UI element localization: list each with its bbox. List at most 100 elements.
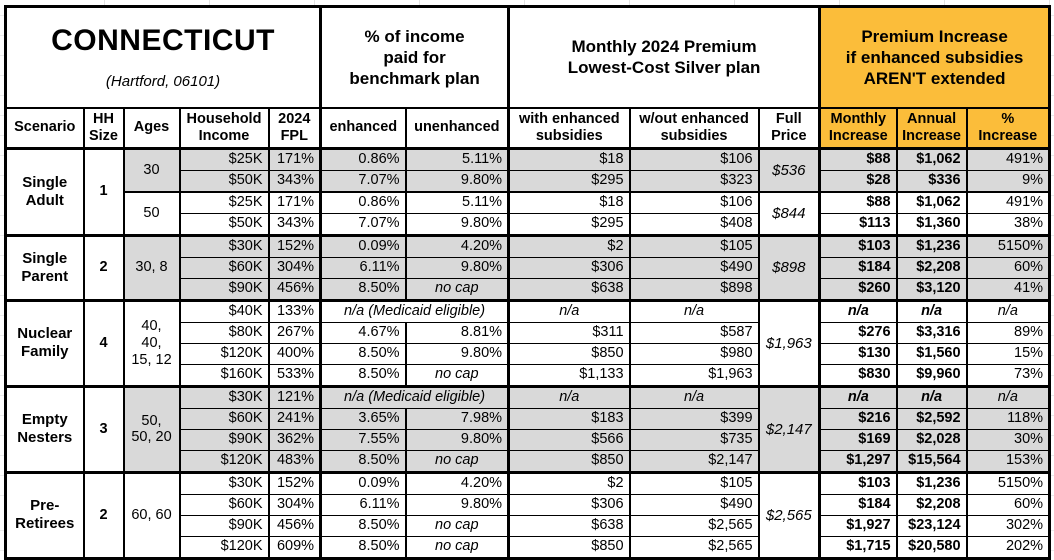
- cell-pct-increase[interactable]: 73%: [965, 363, 1051, 387]
- cell-scenario[interactable]: Single Adult: [4, 146, 85, 236]
- cell-enhanced[interactable]: 8.50%: [319, 514, 407, 537]
- cell-income[interactable]: $60K: [178, 256, 270, 279]
- cell-monthly-increase[interactable]: $88: [818, 146, 898, 171]
- cell-ages[interactable]: 40, 40, 15, 12: [122, 298, 181, 387]
- cell-full-price[interactable]: $898: [757, 233, 821, 301]
- section-header-premium[interactable]: Monthly 2024 Premium Lowest-Cost Silver …: [507, 5, 821, 109]
- cell-without-subsidies[interactable]: $2,147: [628, 449, 760, 473]
- col-header-hh-size[interactable]: HH Size: [82, 107, 125, 150]
- cell-benchmark-merged[interactable]: n/a (Medicaid eligible): [319, 298, 510, 323]
- cell-pct-increase[interactable]: 491%: [965, 146, 1051, 171]
- cell-annual-increase[interactable]: $2,592: [895, 407, 968, 430]
- cell-with-subsidies[interactable]: n/a: [507, 384, 631, 409]
- cell-fpl[interactable]: 152%: [267, 470, 322, 495]
- cell-pct-increase[interactable]: 118%: [965, 407, 1051, 430]
- cell-pct-increase[interactable]: 15%: [965, 342, 1051, 365]
- cell-fpl[interactable]: 304%: [267, 493, 322, 516]
- cell-enhanced[interactable]: 8.50%: [319, 277, 407, 301]
- cell-full-price[interactable]: $1,963: [757, 298, 821, 387]
- cell-with-subsidies[interactable]: $18: [507, 146, 631, 171]
- cell-annual-increase[interactable]: $1,360: [895, 212, 968, 236]
- cell-with-subsidies[interactable]: $18: [507, 190, 631, 214]
- cell-annual-increase[interactable]: $1,236: [895, 470, 968, 495]
- cell-without-subsidies[interactable]: $106: [628, 146, 760, 171]
- cell-with-subsidies[interactable]: $2: [507, 470, 631, 495]
- cell-with-subsidies[interactable]: $306: [507, 256, 631, 279]
- cell-income[interactable]: $90K: [178, 428, 270, 451]
- cell-unenhanced[interactable]: no cap: [404, 363, 510, 387]
- cell-without-subsidies[interactable]: $399: [628, 407, 760, 430]
- cell-pct-increase[interactable]: 89%: [965, 321, 1051, 344]
- cell-without-subsidies[interactable]: $490: [628, 493, 760, 516]
- cell-unenhanced[interactable]: 9.80%: [404, 493, 510, 516]
- cell-income[interactable]: $30K: [178, 470, 270, 495]
- cell-full-price[interactable]: $2,147: [757, 384, 821, 473]
- cell-enhanced[interactable]: 8.50%: [319, 363, 407, 387]
- col-header-pct-increase[interactable]: % Increase: [965, 107, 1051, 150]
- cell-monthly-increase[interactable]: n/a: [818, 298, 898, 323]
- cell-income[interactable]: $25K: [178, 190, 270, 214]
- col-header-annual-increase[interactable]: Annual Increase: [895, 107, 968, 150]
- cell-without-subsidies[interactable]: $980: [628, 342, 760, 365]
- cell-pct-increase[interactable]: 202%: [965, 535, 1051, 559]
- cell-without-subsidies[interactable]: $587: [628, 321, 760, 344]
- col-header-monthly-increase[interactable]: Monthly Increase: [818, 107, 898, 150]
- cell-monthly-increase[interactable]: $184: [818, 256, 898, 279]
- cell-annual-increase[interactable]: $336: [895, 169, 968, 193]
- cell-unenhanced[interactable]: 5.11%: [404, 146, 510, 171]
- cell-monthly-increase[interactable]: $103: [818, 470, 898, 495]
- cell-monthly-increase[interactable]: $276: [818, 321, 898, 344]
- cell-unenhanced[interactable]: 7.98%: [404, 407, 510, 430]
- cell-monthly-increase[interactable]: $1,715: [818, 535, 898, 559]
- cell-unenhanced[interactable]: 4.20%: [404, 233, 510, 258]
- cell-without-subsidies[interactable]: $323: [628, 169, 760, 193]
- cell-monthly-increase[interactable]: $216: [818, 407, 898, 430]
- cell-monthly-increase[interactable]: $1,297: [818, 449, 898, 473]
- cell-without-subsidies[interactable]: $105: [628, 233, 760, 258]
- cell-enhanced[interactable]: 3.65%: [319, 407, 407, 430]
- cell-hh-size[interactable]: 4: [82, 298, 125, 387]
- cell-full-price[interactable]: $2,565: [757, 470, 821, 559]
- cell-ages[interactable]: 60, 60: [122, 470, 181, 559]
- cell-without-subsidies[interactable]: $898: [628, 277, 760, 301]
- cell-annual-increase[interactable]: n/a: [895, 384, 968, 409]
- cell-without-subsidies[interactable]: n/a: [628, 384, 760, 409]
- cell-income[interactable]: $90K: [178, 277, 270, 301]
- cell-unenhanced[interactable]: 9.80%: [404, 169, 510, 193]
- cell-fpl[interactable]: 483%: [267, 449, 322, 473]
- cell-hh-size[interactable]: 2: [82, 470, 125, 559]
- cell-unenhanced[interactable]: 9.80%: [404, 342, 510, 365]
- cell-annual-increase[interactable]: $20,580: [895, 535, 968, 559]
- cell-fpl[interactable]: 343%: [267, 212, 322, 236]
- cell-pct-increase[interactable]: 5150%: [965, 470, 1051, 495]
- cell-unenhanced[interactable]: no cap: [404, 514, 510, 537]
- cell-pct-increase[interactable]: n/a: [965, 384, 1051, 409]
- cell-pct-increase[interactable]: 302%: [965, 514, 1051, 537]
- cell-enhanced[interactable]: 8.50%: [319, 449, 407, 473]
- cell-scenario[interactable]: Single Parent: [4, 233, 85, 301]
- cell-with-subsidies[interactable]: $2: [507, 233, 631, 258]
- cell-monthly-increase[interactable]: n/a: [818, 384, 898, 409]
- cell-ages[interactable]: 30: [122, 146, 181, 193]
- cell-monthly-increase[interactable]: $113: [818, 212, 898, 236]
- cell-pct-increase[interactable]: 5150%: [965, 233, 1051, 258]
- cell-hh-size[interactable]: 1: [82, 146, 125, 236]
- cell-annual-increase[interactable]: $1,062: [895, 190, 968, 214]
- cell-enhanced[interactable]: 7.07%: [319, 212, 407, 236]
- cell-pct-increase[interactable]: 9%: [965, 169, 1051, 193]
- cell-hh-size[interactable]: 3: [82, 384, 125, 473]
- col-header-enhanced[interactable]: enhanced: [319, 107, 407, 150]
- col-header-unenhanced[interactable]: unenhanced: [404, 107, 510, 150]
- cell-income[interactable]: $25K: [178, 146, 270, 171]
- cell-without-subsidies[interactable]: $735: [628, 428, 760, 451]
- cell-hh-size[interactable]: 2: [82, 233, 125, 301]
- cell-without-subsidies[interactable]: $408: [628, 212, 760, 236]
- cell-full-price[interactable]: $844: [757, 190, 821, 236]
- cell-income[interactable]: $120K: [178, 535, 270, 559]
- cell-full-price[interactable]: $536: [757, 146, 821, 193]
- cell-with-subsidies[interactable]: $183: [507, 407, 631, 430]
- cell-benchmark-merged[interactable]: n/a (Medicaid eligible): [319, 384, 510, 409]
- cell-monthly-increase[interactable]: $830: [818, 363, 898, 387]
- cell-annual-increase[interactable]: $3,120: [895, 277, 968, 301]
- cell-unenhanced[interactable]: 9.80%: [404, 256, 510, 279]
